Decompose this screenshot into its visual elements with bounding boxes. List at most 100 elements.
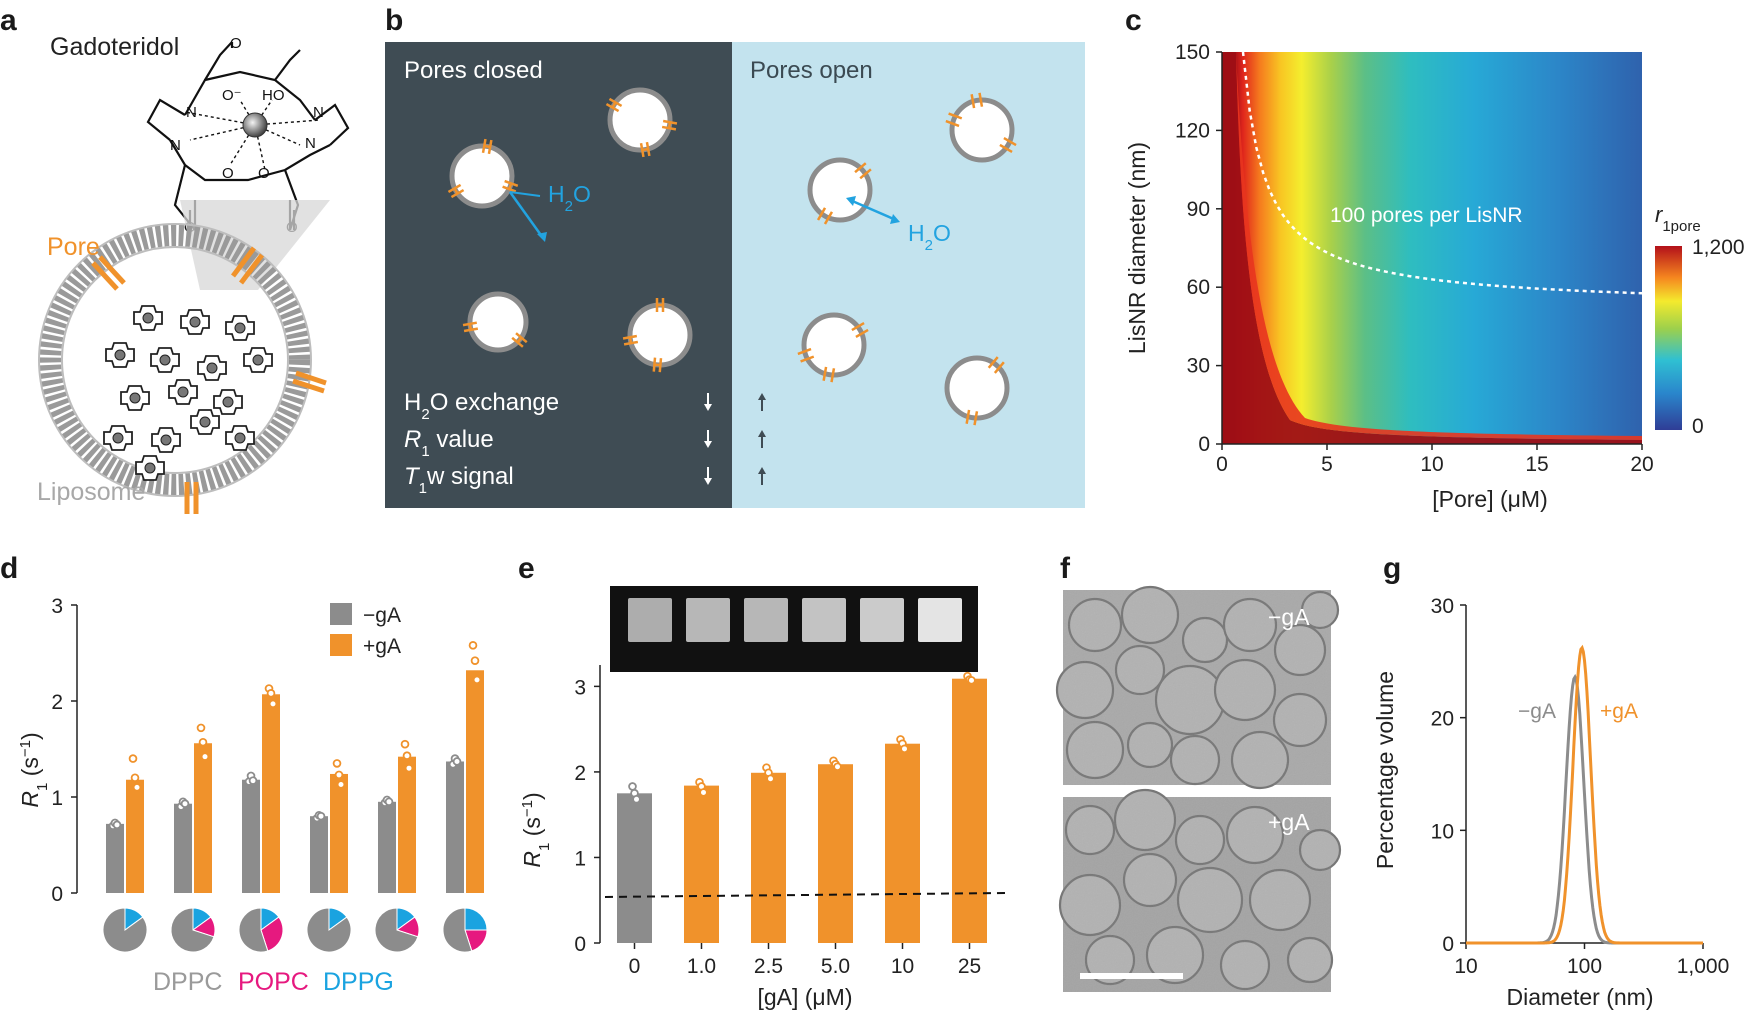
gadoteridol-molecule xyxy=(225,315,255,341)
mri-square xyxy=(686,598,730,642)
panel-c-ytick-label: 120 xyxy=(1175,119,1210,142)
vesicle-pore xyxy=(462,321,478,327)
molecule-center xyxy=(159,354,171,366)
vesicle-pore xyxy=(800,355,815,363)
bar-minus-ga xyxy=(242,779,260,893)
arrowhead-up xyxy=(758,393,766,400)
pie-slice-dppc xyxy=(102,907,148,953)
panel-e-ylabel: R1 (s−1) xyxy=(519,792,553,867)
panel-c-xtick-label: 20 xyxy=(1630,453,1653,476)
cryo-em-noise-top xyxy=(1063,590,1331,785)
mri-squares xyxy=(628,598,962,642)
vesicle-pore xyxy=(973,411,979,426)
panel-d-ylabel: R1 (s−1) xyxy=(17,732,51,807)
data-point xyxy=(766,774,775,784)
gadoteridol-molecule xyxy=(225,425,255,451)
pie-slice-dppc xyxy=(442,907,473,953)
arrowhead-up xyxy=(758,467,766,474)
atom-o-minus: O⁻ xyxy=(222,87,242,104)
colorbar-max: 1,200 xyxy=(1692,236,1745,259)
baseline-dashed xyxy=(604,891,1011,898)
data-point xyxy=(334,770,344,780)
panel-c-ytick-label: 90 xyxy=(1187,198,1210,221)
molecule-center xyxy=(206,362,218,374)
vesicle-pore xyxy=(987,356,999,369)
panel-c-axes: 0 5 10 15 20 0 30 60 90 120 150 xyxy=(1175,41,1654,476)
atom-o-top: O xyxy=(230,35,242,52)
panel-b: b Pores closed Pores open H2O H2O H2O ex… xyxy=(385,4,1085,508)
vesicle-pore xyxy=(978,92,984,107)
panel-g-ytick-label: 20 xyxy=(1431,708,1454,731)
data-point xyxy=(268,699,278,709)
pore-closed-bar xyxy=(642,147,649,152)
molecule-center xyxy=(252,354,264,366)
data-point xyxy=(402,751,412,761)
pie-slice-dppg xyxy=(464,907,488,931)
panel-label-b: b xyxy=(385,4,403,37)
chart-d: 0 1 2 3 xyxy=(51,595,484,906)
panel-e-ytick-label: 2 xyxy=(574,762,586,785)
scale-bar xyxy=(1080,973,1183,979)
pores-closed-panel xyxy=(385,42,732,508)
pore-closed-bar xyxy=(484,144,491,149)
panel-label-c: c xyxy=(1125,4,1142,37)
bar-plus-ga xyxy=(126,779,144,893)
heatmap xyxy=(1222,52,1642,444)
panel-e-xtick-label: 5.0 xyxy=(821,955,850,978)
panel-g-ytick-label: 0 xyxy=(1442,933,1454,956)
panel-d-legend: −gA +gA xyxy=(330,603,401,658)
composition-pies xyxy=(102,907,488,953)
bar-plus-ga xyxy=(262,694,280,893)
panel-label-g: g xyxy=(1383,552,1401,585)
data-point xyxy=(200,752,210,761)
data-point xyxy=(404,763,414,773)
pores-open-panel xyxy=(732,42,1085,508)
data-point xyxy=(266,689,276,698)
open-vesicles xyxy=(797,92,1017,426)
panel-d-ytick-label: 0 xyxy=(51,883,63,906)
data-point xyxy=(132,783,142,792)
pore-closed-bar xyxy=(667,122,672,129)
vesicle-pore xyxy=(822,366,828,381)
panel-c-xtick-label: 15 xyxy=(1525,453,1548,476)
vesicle-pore xyxy=(816,207,827,221)
bar-minus-ga xyxy=(310,816,328,893)
vesicle-membrane xyxy=(627,302,693,368)
molecule-center xyxy=(160,434,172,446)
legend-label-plus-ga: +gA xyxy=(363,635,401,658)
water-arrow-closed xyxy=(508,191,545,239)
arrowhead-up xyxy=(758,430,766,437)
pores xyxy=(91,246,327,514)
vesicle xyxy=(447,138,519,209)
data-point xyxy=(900,744,909,754)
panel-c-ytick-label: 150 xyxy=(1175,41,1210,64)
data-point xyxy=(198,737,208,747)
panel-c-xtick-label: 0 xyxy=(1216,453,1228,476)
panel-e: e 0 1 2 3 0 1.0 2.5 5.0 10 25 R1 (s−1) [gA] (μM) xyxy=(518,552,1011,1010)
gadoteridol-molecule xyxy=(151,427,181,453)
molecule-center xyxy=(234,322,246,334)
panel-c-ytick-label: 0 xyxy=(1198,433,1210,456)
molecule-center xyxy=(112,432,124,444)
data-point xyxy=(130,773,140,783)
molecule-name: Gadoteridol xyxy=(50,33,179,61)
vesicle-pore xyxy=(1003,136,1017,147)
gadoteridol-molecule xyxy=(168,379,198,405)
pore-closed-bar xyxy=(628,337,633,344)
zoom-cone xyxy=(180,200,330,290)
bar xyxy=(952,678,987,943)
data-point xyxy=(967,676,976,685)
vesicle xyxy=(622,298,693,373)
panel-e-xtick-label: 1.0 xyxy=(687,955,716,978)
row-arrows xyxy=(704,393,766,485)
colorbar-label: r1pore xyxy=(1655,202,1701,235)
molecule-center xyxy=(142,312,154,324)
pore-closed-bar xyxy=(453,187,459,195)
cryo-em-label-plus-ga: +gA xyxy=(1268,809,1310,835)
data-point xyxy=(468,641,478,650)
atom-o-1: O xyxy=(222,165,234,182)
bar xyxy=(617,793,652,943)
